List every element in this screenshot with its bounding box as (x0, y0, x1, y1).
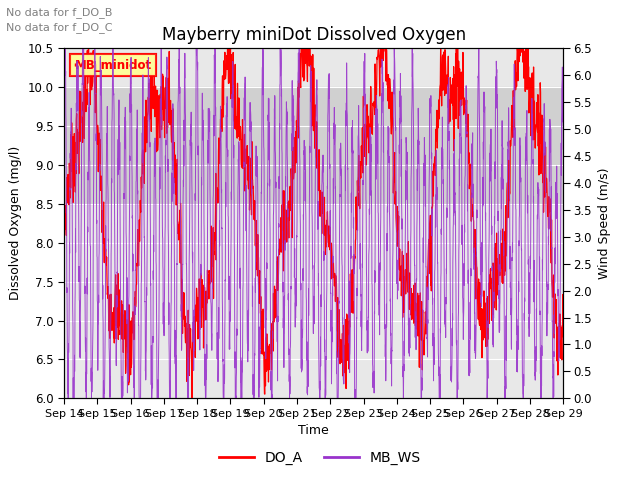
Y-axis label: Wind Speed (m/s): Wind Speed (m/s) (598, 168, 611, 279)
Bar (64, 87, 563, 204)
Text: No data for f_DO_B: No data for f_DO_B (6, 7, 113, 18)
Y-axis label: Dissolved Oxygen (mg/l): Dissolved Oxygen (mg/l) (9, 146, 22, 300)
Text: No data for f_DO_C: No data for f_DO_C (6, 22, 113, 33)
Title: Mayberry miniDot Dissolved Oxygen: Mayberry miniDot Dissolved Oxygen (161, 25, 466, 44)
Legend: DO_A, MB_WS: DO_A, MB_WS (214, 445, 426, 471)
X-axis label: Time: Time (298, 424, 329, 437)
Legend: MB_minidot: MB_minidot (70, 54, 156, 76)
